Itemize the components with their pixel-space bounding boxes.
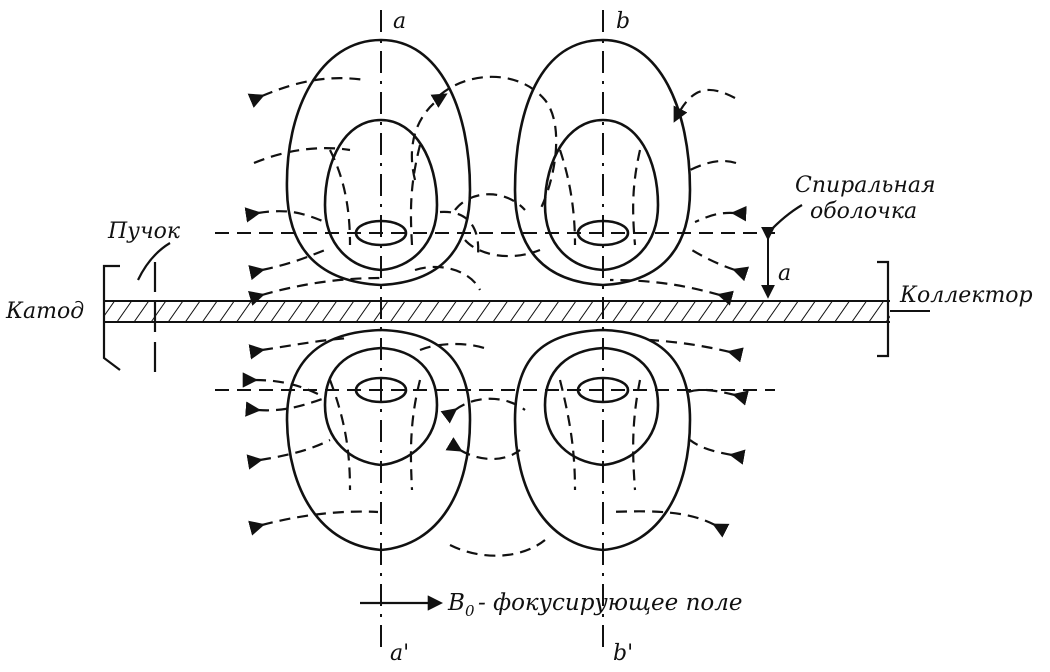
field-cell-upper-left: [244, 38, 480, 306]
field-cell-upper-middle: [410, 75, 558, 291]
label-field-symbol: B: [447, 590, 465, 616]
field-cell-lower-right: [513, 328, 749, 552]
beam-leader: [137, 242, 171, 281]
label-helix-line2: оболочка: [810, 199, 917, 224]
label-collector: Коллектор: [899, 283, 1033, 308]
label-field-text: - фокусирующее поле: [478, 590, 743, 616]
label-cathode: Катод: [5, 299, 84, 324]
electron-beam: [105, 300, 930, 323]
label-radius: a: [778, 261, 791, 286]
field-cell-lower-middle: [419, 342, 546, 557]
label-axis-b: b: [616, 9, 630, 34]
collector-bracket: [877, 260, 890, 358]
cathode-bracket: [102, 264, 121, 371]
helix-leader: [767, 204, 803, 234]
label-beam: Пучок: [107, 219, 181, 244]
label-axis-a: a: [393, 9, 406, 34]
field-cell-lower-left: [242, 328, 472, 552]
label-axis-b-prime: b': [613, 641, 633, 666]
field-cell-upper-right: [513, 38, 750, 306]
label-axis-a-prime: a': [390, 641, 409, 666]
label-field-subscript: 0: [465, 602, 475, 620]
label-helix-line1: Спиральная: [795, 173, 936, 198]
